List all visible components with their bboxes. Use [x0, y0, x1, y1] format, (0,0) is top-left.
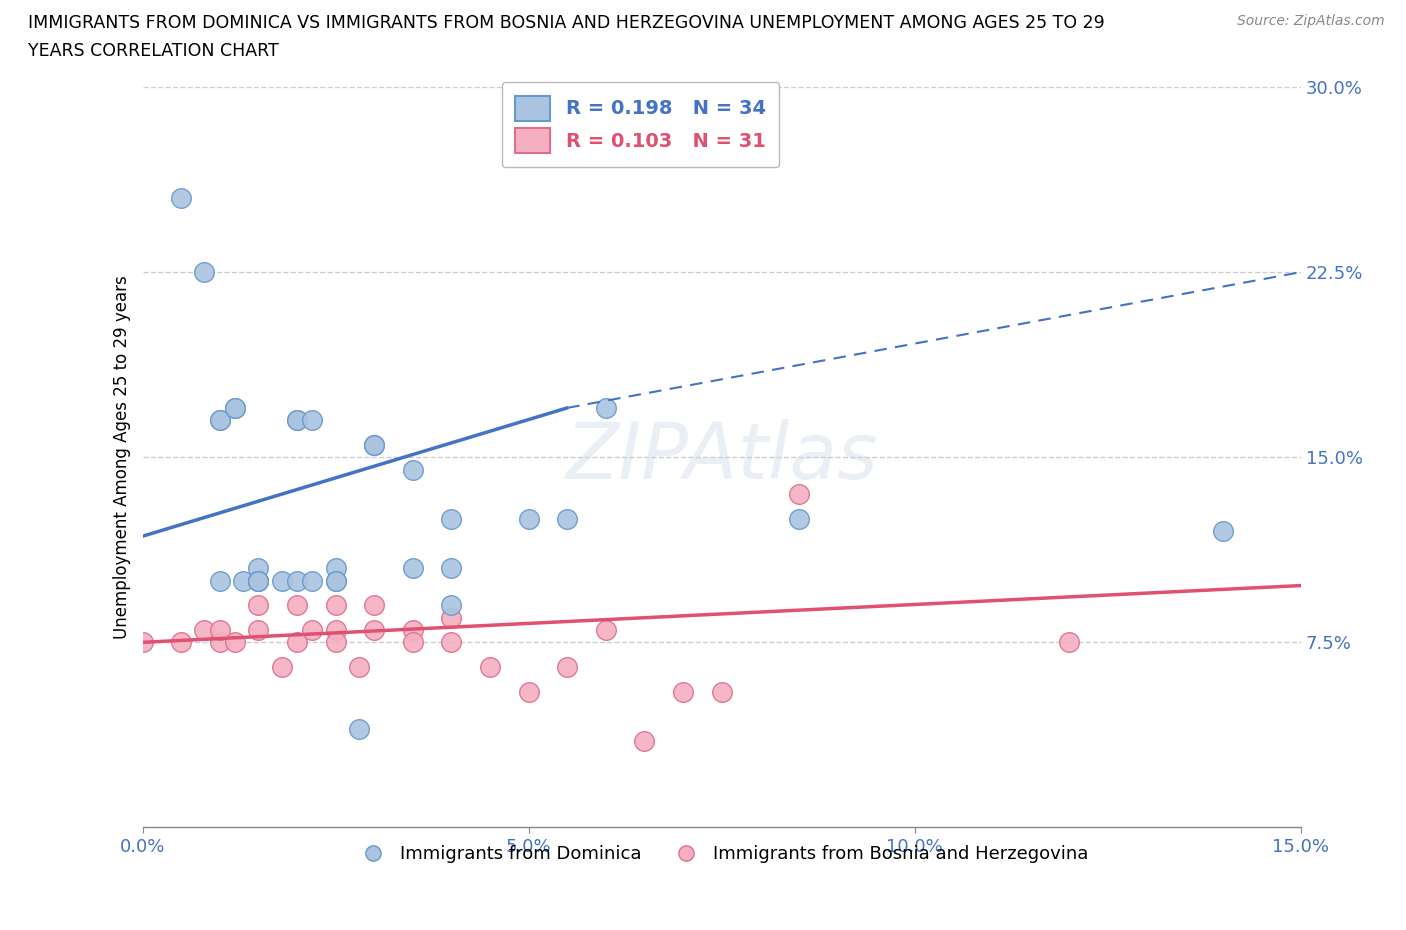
Point — [478, 659, 501, 674]
Point — [1212, 524, 1234, 538]
Text: Source: ZipAtlas.com: Source: ZipAtlas.com — [1237, 14, 1385, 28]
Point — [285, 413, 308, 428]
Point — [440, 635, 463, 650]
Point — [402, 635, 425, 650]
Point — [270, 573, 292, 588]
Point — [285, 598, 308, 613]
Point — [208, 622, 231, 637]
Point — [325, 598, 347, 613]
Point — [247, 622, 270, 637]
Point — [1057, 635, 1080, 650]
Point — [193, 265, 215, 280]
Text: IMMIGRANTS FROM DOMINICA VS IMMIGRANTS FROM BOSNIA AND HERZEGOVINA UNEMPLOYMENT : IMMIGRANTS FROM DOMINICA VS IMMIGRANTS F… — [28, 14, 1105, 32]
Point — [710, 684, 733, 699]
Point — [672, 684, 695, 699]
Point — [402, 462, 425, 477]
Point — [555, 659, 578, 674]
Point — [301, 622, 323, 637]
Point — [440, 512, 463, 526]
Point — [285, 635, 308, 650]
Point — [325, 561, 347, 576]
Y-axis label: Unemployment Among Ages 25 to 29 years: Unemployment Among Ages 25 to 29 years — [114, 275, 131, 639]
Point — [131, 635, 153, 650]
Point — [170, 191, 193, 206]
Point — [224, 401, 246, 416]
Point — [325, 635, 347, 650]
Point — [247, 598, 270, 613]
Text: YEARS CORRELATION CHART: YEARS CORRELATION CHART — [28, 42, 278, 60]
Point — [247, 573, 270, 588]
Point — [402, 622, 425, 637]
Point — [595, 622, 617, 637]
Point — [270, 659, 292, 674]
Point — [555, 512, 578, 526]
Point — [595, 401, 617, 416]
Point — [247, 573, 270, 588]
Point — [224, 635, 246, 650]
Point — [224, 401, 246, 416]
Point — [402, 561, 425, 576]
Point — [208, 573, 231, 588]
Point — [208, 413, 231, 428]
Point — [517, 512, 540, 526]
Point — [440, 610, 463, 625]
Point — [363, 622, 385, 637]
Point — [363, 598, 385, 613]
Point — [347, 659, 370, 674]
Point — [170, 635, 193, 650]
Point — [208, 635, 231, 650]
Point — [285, 573, 308, 588]
Point — [347, 722, 370, 737]
Point — [440, 561, 463, 576]
Point — [363, 437, 385, 452]
Point — [301, 413, 323, 428]
Point — [787, 486, 810, 501]
Point — [787, 512, 810, 526]
Point — [325, 573, 347, 588]
Point — [301, 573, 323, 588]
Point — [517, 684, 540, 699]
Point — [325, 573, 347, 588]
Point — [247, 561, 270, 576]
Point — [285, 413, 308, 428]
Point — [193, 622, 215, 637]
Legend: Immigrants from Dominica, Immigrants from Bosnia and Herzegovina: Immigrants from Dominica, Immigrants fro… — [347, 838, 1095, 870]
Point — [232, 573, 254, 588]
Point — [247, 573, 270, 588]
Point — [325, 622, 347, 637]
Point — [633, 734, 655, 749]
Point — [440, 598, 463, 613]
Point — [363, 437, 385, 452]
Point — [208, 413, 231, 428]
Text: ZIPAtlas: ZIPAtlas — [565, 419, 877, 496]
